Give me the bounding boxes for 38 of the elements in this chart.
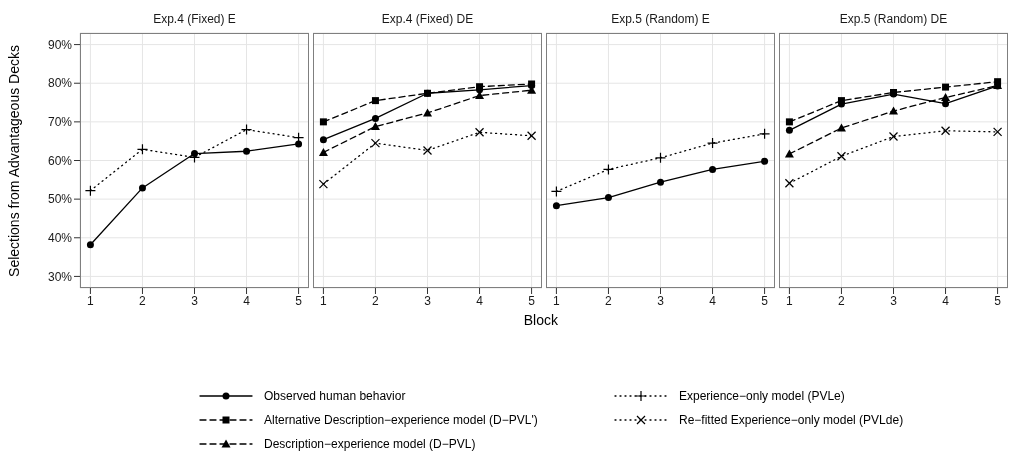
x-tick-label: 3 (890, 293, 898, 308)
x-tick-label: 4 (942, 293, 950, 308)
x-tick-label: 5 (994, 293, 1002, 308)
x-tick-label: 1 (553, 293, 561, 308)
x-tick-label: 2 (372, 293, 380, 308)
x-tick-label: 5 (528, 293, 536, 308)
x-tick-label: 2 (139, 293, 147, 308)
x-tick-label: 5 (761, 293, 769, 308)
chart-title: Exp.4 (Fixed) DE (380, 12, 475, 26)
y-tick-label: 70% (47, 115, 73, 130)
x-tick-label: 5 (295, 293, 303, 308)
y-tick-label: 90% (47, 37, 73, 52)
chart-title: Exp.4 (Fixed) E (152, 12, 237, 26)
legend-label: Observed human behavior (264, 389, 406, 403)
legend-label: Experience−only model (PVLe) (679, 389, 845, 403)
y-tick-label: 30% (47, 269, 73, 284)
x-tick-label: 2 (605, 293, 613, 308)
y-tick-label: 50% (47, 192, 73, 207)
x-tick-label: 3 (191, 293, 199, 308)
y-tick-label: 80% (47, 76, 73, 91)
legend-label: Re−fitted Experience−only model (PVLde) (679, 413, 904, 427)
x-tick-label: 3 (424, 293, 432, 308)
chart-title: Exp.5 (Random) E (610, 12, 711, 26)
x-axis-title: Block (523, 312, 558, 328)
x-tick-label: 4 (476, 293, 484, 308)
x-tick-label: 1 (87, 293, 95, 308)
y-axis-title: Selections from Advantageous Decks (6, 44, 22, 277)
chart-title: Exp.5 (Random) DE (838, 12, 949, 26)
y-tick-label: 60% (47, 153, 73, 168)
x-tick-label: 1 (786, 293, 794, 308)
x-tick-label: 2 (838, 293, 846, 308)
x-tick-label: 1 (320, 293, 328, 308)
x-tick-label: 4 (243, 293, 251, 308)
legend-label: Description−experience model (D−PVL) (264, 437, 476, 451)
x-tick-label: 4 (709, 293, 717, 308)
y-tick-label: 40% (47, 231, 73, 246)
legend-label: Alternative Description−experience model (D−PVL') (264, 413, 538, 427)
x-tick-label: 3 (657, 293, 665, 308)
